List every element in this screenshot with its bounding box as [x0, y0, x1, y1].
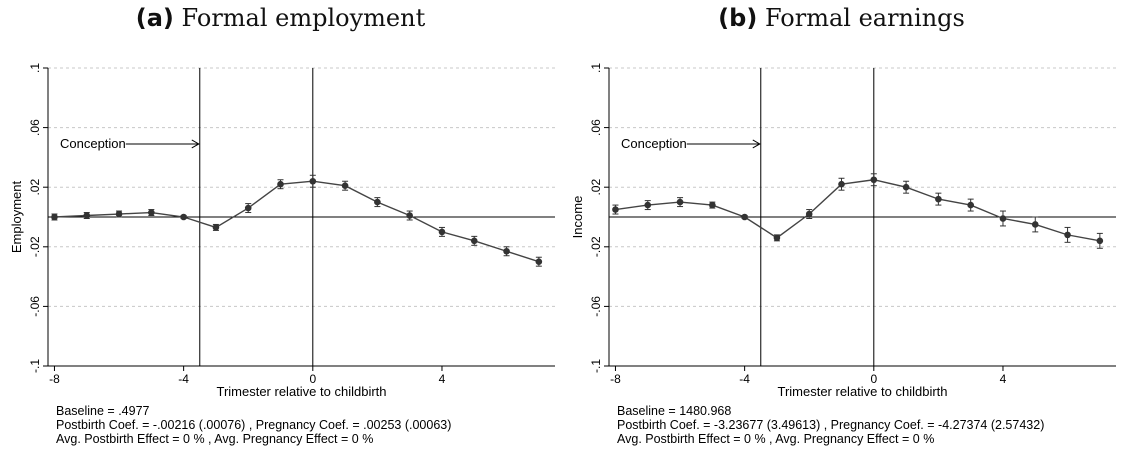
data-point — [180, 213, 187, 221]
y-tick-label: -.06 — [589, 296, 603, 317]
y-tick-label: .02 — [589, 179, 603, 196]
data-point — [935, 195, 942, 203]
data-point — [438, 228, 446, 236]
panel-title-text: Formal earnings — [764, 4, 965, 32]
conception-annotation: Conception — [60, 136, 126, 151]
conception-annotation: Conception — [621, 136, 687, 151]
data-point — [741, 213, 748, 221]
panel-formal-employment: (a) Formal employment -.1 -.06 -.02 .02 .06.… — [0, 4, 561, 446]
data-point — [612, 206, 619, 213]
x-tick-label: -8 — [610, 372, 621, 386]
x-tick-label: -8 — [49, 372, 60, 386]
y-tick-label: .06 — [589, 119, 603, 136]
y-tick-label: -.02 — [589, 236, 603, 257]
data-point — [1096, 237, 1104, 245]
data-point — [709, 201, 716, 209]
data-point — [406, 212, 413, 219]
y-tick-label: -.02 — [28, 236, 42, 257]
conception-arrowhead — [191, 139, 200, 149]
data-point — [470, 237, 478, 245]
data-point — [115, 210, 123, 218]
data-point — [374, 198, 381, 206]
data-point — [341, 182, 349, 190]
x-axis-label: Trimester relative to childbirth — [216, 384, 386, 399]
data-point — [773, 234, 781, 242]
x-tick-label: -4 — [739, 372, 750, 386]
x-axis-label: Trimester relative to childbirth — [777, 384, 947, 399]
y-axis-label: Income — [570, 196, 585, 239]
coefficients-note: Postbirth Coef. = -.00216 (.00076) , Pre… — [56, 418, 452, 432]
data-point — [51, 213, 58, 221]
y-tick-label: .1 — [589, 63, 603, 73]
conception-arrowhead — [752, 139, 761, 149]
series-line — [615, 179, 1100, 242]
data-point — [503, 247, 510, 255]
chart-notes: Baseline = 1480.968 Postbirth Coef. = -3… — [617, 404, 1044, 446]
data-point — [244, 204, 252, 212]
data-point — [1031, 221, 1039, 228]
y-tick-label: -.1 — [589, 359, 603, 373]
y-axis-label: Employment — [9, 180, 24, 253]
average-effect-note: Avg. Postbirth Effect = 0 % , Avg. Pregn… — [617, 432, 935, 446]
data-point — [870, 176, 878, 184]
panel-title: (b) Formal earnings — [561, 4, 1122, 32]
data-point — [83, 212, 91, 219]
data-point — [309, 177, 317, 185]
x-tick-label: -4 — [178, 372, 189, 386]
panel-formal-earnings: (b) Formal earnings -.1 -.06 -.02.02.06.1-… — [561, 0, 1122, 451]
y-tick-label: -.1 — [28, 359, 42, 373]
data-point — [805, 210, 813, 218]
data-point — [676, 198, 684, 206]
y-tick-label: .02 — [28, 179, 42, 196]
data-point — [967, 201, 974, 209]
average-effect-note: Avg. Postbirth Effect = 0 % , Avg. Pregn… — [56, 432, 374, 446]
panel-title-text: Formal employment — [181, 4, 426, 32]
chart-notes: Baseline = .4977 Postbirth Coef. = -.002… — [56, 404, 451, 446]
y-tick-label: -.06 — [28, 296, 42, 317]
series-line — [54, 180, 540, 263]
data-point — [535, 258, 543, 266]
panel-letter: (a) — [135, 4, 174, 32]
baseline-note: Baseline = 1480.968 — [617, 404, 732, 418]
data-point — [902, 183, 910, 191]
earnings-chart: -.1 -.06 -.02 .02 .06 .1 -8 -4 0 4 Trimester relat… — [570, 63, 1116, 399]
y-tick-label: .1 — [28, 63, 42, 73]
x-tick-label: 4 — [439, 372, 446, 386]
x-tick-label: 0 — [870, 372, 877, 386]
data-point — [1064, 231, 1071, 239]
data-point — [644, 201, 652, 209]
baseline-note: Baseline = .4977 — [56, 404, 150, 418]
data-point — [212, 224, 220, 231]
x-tick-label: 0 — [309, 372, 316, 386]
x-tick-label: 4 — [1000, 372, 1007, 386]
data-point — [148, 209, 155, 216]
data-point — [838, 180, 845, 188]
panel-letter: (b) — [718, 4, 758, 32]
y-tick-label: .06 — [28, 119, 42, 136]
data-point — [999, 215, 1007, 222]
data-point — [277, 180, 284, 188]
panel-title: (a) Formal employment — [0, 4, 561, 32]
coefficients-note: Postbirth Coef. = -3.23677 (3.49613) , P… — [617, 418, 1045, 432]
employment-chart: -.1 -.06 -.02 .02 .06 .1 -8 -4 0 4 Trimester relat… — [9, 63, 555, 399]
